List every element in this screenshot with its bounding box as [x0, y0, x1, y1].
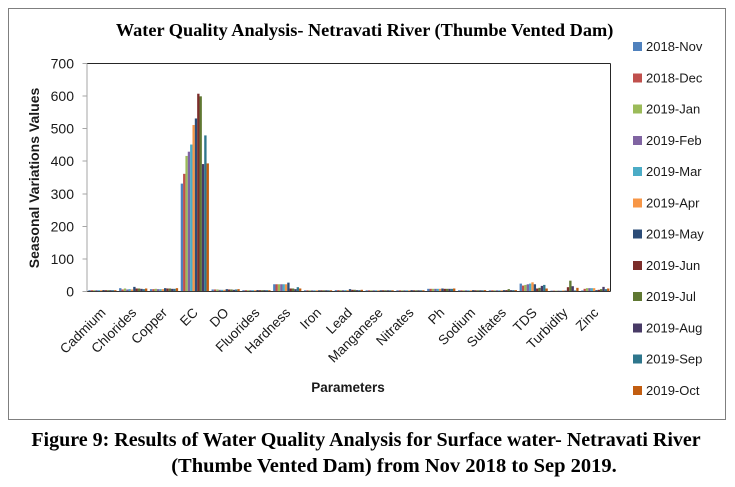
svg-text:200: 200 [51, 218, 75, 234]
svg-text:2019-Oct: 2019-Oct [646, 383, 700, 398]
svg-text:2019-Feb: 2019-Feb [646, 133, 702, 148]
svg-text:2019-May: 2019-May [646, 227, 704, 242]
svg-text:Water Quality Analysis- Netrav: Water Quality Analysis- Netravati River … [116, 20, 613, 41]
svg-text:(Thumbe Vented Dam) from Nov 2: (Thumbe Vented Dam) from Nov 2018 to Sep… [171, 455, 617, 477]
svg-text:2019-Aug: 2019-Aug [646, 320, 702, 335]
svg-text:2018-Nov: 2018-Nov [646, 39, 703, 54]
svg-text:Parameters: Parameters [311, 380, 385, 395]
svg-text:DO: DO [207, 305, 232, 330]
svg-text:2019-Sep: 2019-Sep [646, 352, 702, 367]
svg-text:2019-Apr: 2019-Apr [646, 195, 700, 210]
svg-text:2019-Jun: 2019-Jun [646, 258, 700, 273]
svg-text:2019-Mar: 2019-Mar [646, 164, 702, 179]
svg-text:600: 600 [51, 88, 75, 104]
svg-text:400: 400 [51, 153, 75, 169]
svg-text:300: 300 [51, 186, 75, 202]
svg-text:2018-Dec: 2018-Dec [646, 70, 703, 85]
svg-text:2019-Jul: 2019-Jul [646, 289, 696, 304]
svg-text:500: 500 [51, 121, 75, 137]
svg-text:EC: EC [177, 305, 201, 329]
svg-text:Seasonal Variations Values: Seasonal Variations Values [26, 88, 42, 269]
svg-text:2019-Jan: 2019-Jan [646, 102, 700, 117]
svg-text:0: 0 [66, 284, 74, 300]
svg-text:Figure 9: Results of Water Qua: Figure 9: Results of Water Quality Analy… [31, 429, 700, 451]
svg-text:Zinc: Zinc [573, 305, 602, 334]
svg-text:Iron: Iron [297, 305, 324, 332]
svg-text:100: 100 [51, 251, 75, 267]
svg-text:700: 700 [51, 56, 75, 72]
svg-text:Ph: Ph [425, 305, 447, 327]
